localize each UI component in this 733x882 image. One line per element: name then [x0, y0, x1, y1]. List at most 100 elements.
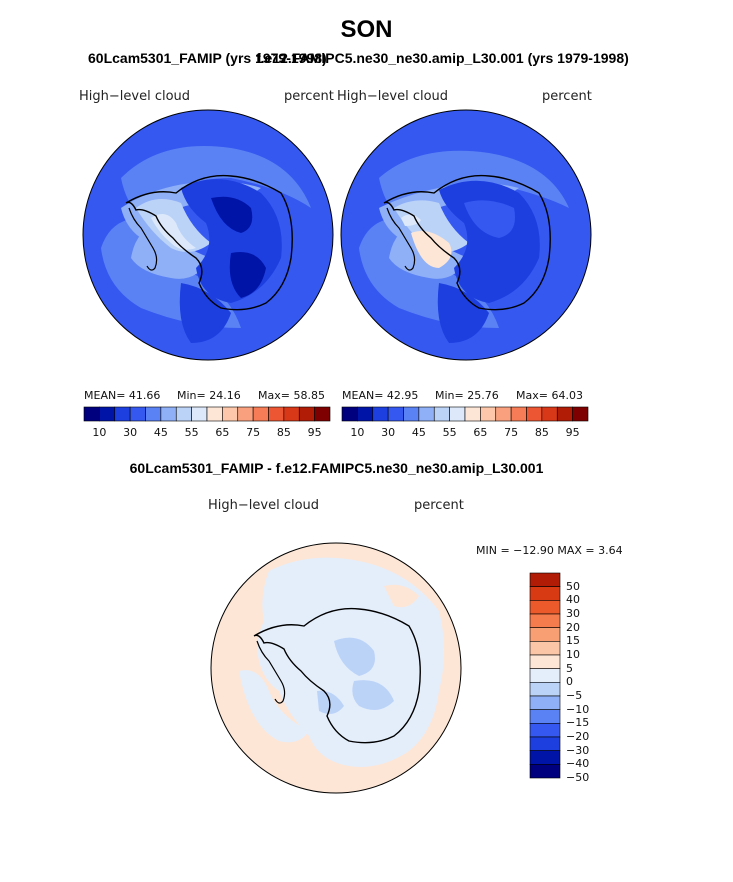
- colorbar-difference-swatch: [529, 723, 561, 738]
- colorbar-panel2-tick-label: 75: [504, 426, 519, 439]
- colorbar-panel1-ticks: 10 30 45 55 65 75 85 95: [84, 426, 330, 440]
- panel2-mean-stat: MEAN= 42.95: [342, 389, 419, 402]
- colorbar-panel2-swatch: [341, 406, 358, 422]
- colorbar-difference-tick-label: 0: [566, 675, 573, 689]
- colorbar-panel1-swatch: [283, 406, 300, 422]
- colorbar-difference: [529, 572, 561, 779]
- colorbar-difference-tick-label: −30: [566, 743, 590, 757]
- colorbar-difference-tick-label: 15: [566, 634, 580, 648]
- panel2-max-stat: Max= 64.03: [516, 389, 583, 402]
- colorbar-difference-swatch: [529, 641, 561, 656]
- colorbar-panel2-tick-label: 30: [381, 426, 396, 439]
- colorbar-panel1: [83, 406, 331, 422]
- colorbar-panel1-swatch: [298, 406, 315, 422]
- colorbar-panel1-tick-label: 75: [246, 426, 261, 439]
- colorbar-difference-tick-label: 20: [566, 620, 580, 634]
- panel1-max-stat: Max= 58.85: [258, 389, 325, 402]
- colorbar-panel2-swatch: [387, 406, 404, 422]
- colorbar-panel1-swatch: [191, 406, 208, 422]
- colorbar-difference-swatch: [529, 764, 561, 779]
- panel2-units-label: percent: [542, 89, 592, 104]
- polar-map-model-1: [82, 109, 334, 361]
- colorbar-panel2-tick-label: 85: [534, 426, 549, 439]
- polar-map-difference: [210, 542, 462, 794]
- colorbar-panel1-swatch: [99, 406, 116, 422]
- colorbar-panel1-tick-label: 30: [123, 426, 138, 439]
- colorbar-difference-swatch: [529, 600, 561, 615]
- colorbar-panel1-swatch: [129, 406, 146, 422]
- colorbar-panel2-swatch: [556, 406, 573, 422]
- colorbar-difference-swatch: [529, 613, 561, 628]
- colorbar-panel1-swatch: [314, 406, 331, 422]
- diff-units-label: percent: [414, 498, 464, 513]
- panel2-variable-label: High−level cloud: [337, 89, 449, 104]
- colorbar-difference-swatch: [529, 572, 561, 587]
- colorbar-panel2-tick-label: 95: [565, 426, 580, 439]
- polar-map-model-2: [340, 109, 592, 361]
- colorbar-difference-swatch: [529, 627, 561, 642]
- colorbar-difference-tick-label: −20: [566, 730, 590, 743]
- colorbar-difference-tick-label: 50: [566, 579, 580, 593]
- colorbar-difference-tick-label: −40: [566, 757, 590, 771]
- colorbar-difference-tick-label: −50: [566, 771, 590, 784]
- subtitle-left-panel: 60Lcam5301_FAMIP (yrs 1979-1998): [88, 50, 327, 66]
- colorbar-panel1-tick-label: 45: [153, 426, 168, 439]
- colorbar-panel1-tick-label: 10: [92, 426, 107, 439]
- colorbar-difference-swatch: [529, 736, 561, 751]
- colorbar-panel2-swatch: [572, 406, 589, 422]
- colorbar-panel2-swatch: [418, 406, 435, 422]
- colorbar-panel2-swatch: [433, 406, 450, 422]
- figure-title: SON: [340, 16, 393, 43]
- colorbar-panel2-tick-label: 55: [442, 426, 457, 439]
- colorbar-panel1-swatch: [222, 406, 239, 422]
- panel1-min-stat: Min= 24.16: [177, 389, 241, 402]
- colorbar-difference-ticks: 50 40 30 20 15 10 5 0 −5 −10 −15 −20 −30 −40 −50: [566, 573, 606, 784]
- colorbar-panel1-tick-label: 55: [184, 426, 199, 439]
- colorbar-panel1-swatch: [206, 406, 223, 422]
- colorbar-difference-swatch: [529, 695, 561, 710]
- colorbar-panel2-swatch: [480, 406, 497, 422]
- colorbar-panel2-swatch: [357, 406, 374, 422]
- colorbar-difference-tick-label: −15: [566, 716, 590, 730]
- panel1-mean-stat: MEAN= 41.66: [84, 389, 161, 402]
- panel1-units-label: percent: [284, 89, 334, 104]
- panel1-variable-label: High−level cloud: [79, 89, 191, 104]
- colorbar-panel2-swatch: [403, 406, 420, 422]
- colorbar-difference-tick-label: 30: [566, 607, 580, 620]
- colorbar-panel1-tick-label: 85: [276, 426, 291, 439]
- colorbar-panel2-ticks: 10 30 45 55 65 75 85 95: [342, 426, 588, 440]
- colorbar-panel1-swatch: [252, 406, 269, 422]
- colorbar-panel1-tick-label: 65: [215, 426, 230, 439]
- colorbar-difference-tick-label: 40: [566, 593, 580, 607]
- colorbar-difference-swatch: [529, 709, 561, 724]
- colorbar-panel1-swatch: [268, 406, 285, 422]
- colorbar-panel2-tick-label: 65: [473, 426, 488, 439]
- colorbar-panel2-swatch: [526, 406, 543, 422]
- colorbar-panel1-swatch: [175, 406, 192, 422]
- colorbar-difference-swatch: [529, 654, 561, 669]
- colorbar-panel1-tick-label: 95: [307, 426, 322, 439]
- colorbar-panel2-tick-label: 10: [350, 426, 365, 439]
- colorbar-panel2-swatch: [495, 406, 512, 422]
- colorbar-panel1-swatch: [145, 406, 162, 422]
- colorbar-panel2-swatch: [449, 406, 466, 422]
- colorbar-panel2-swatch: [541, 406, 558, 422]
- colorbar-difference-tick-label: −5: [566, 689, 583, 702]
- colorbar-panel1-swatch: [83, 406, 100, 422]
- colorbar-difference-tick-label: 10: [566, 648, 580, 661]
- colorbar-panel2-swatch: [372, 406, 389, 422]
- colorbar-panel1-swatch: [237, 406, 254, 422]
- colorbar-difference-tick-label: 5: [566, 661, 573, 675]
- colorbar-difference-swatch: [529, 586, 561, 601]
- colorbar-panel1-swatch: [160, 406, 177, 422]
- colorbar-difference-tick-label: −10: [566, 702, 590, 716]
- subtitle-right-panel: f.e12.FAMIPC5.ne30_ne30.amip_L30.001 (yr…: [256, 50, 629, 66]
- colorbar-panel2: [341, 406, 589, 422]
- colorbar-difference-swatch: [529, 668, 561, 683]
- colorbar-difference-swatch: [529, 682, 561, 697]
- colorbar-panel2-swatch: [464, 406, 481, 422]
- difference-title: 60Lcam5301_FAMIP - f.e12.FAMIPC5.ne30_ne…: [129, 460, 544, 476]
- colorbar-panel1-swatch: [114, 406, 131, 422]
- diff-variable-label: High−level cloud: [208, 498, 320, 513]
- colorbar-panel2-swatch: [510, 406, 527, 422]
